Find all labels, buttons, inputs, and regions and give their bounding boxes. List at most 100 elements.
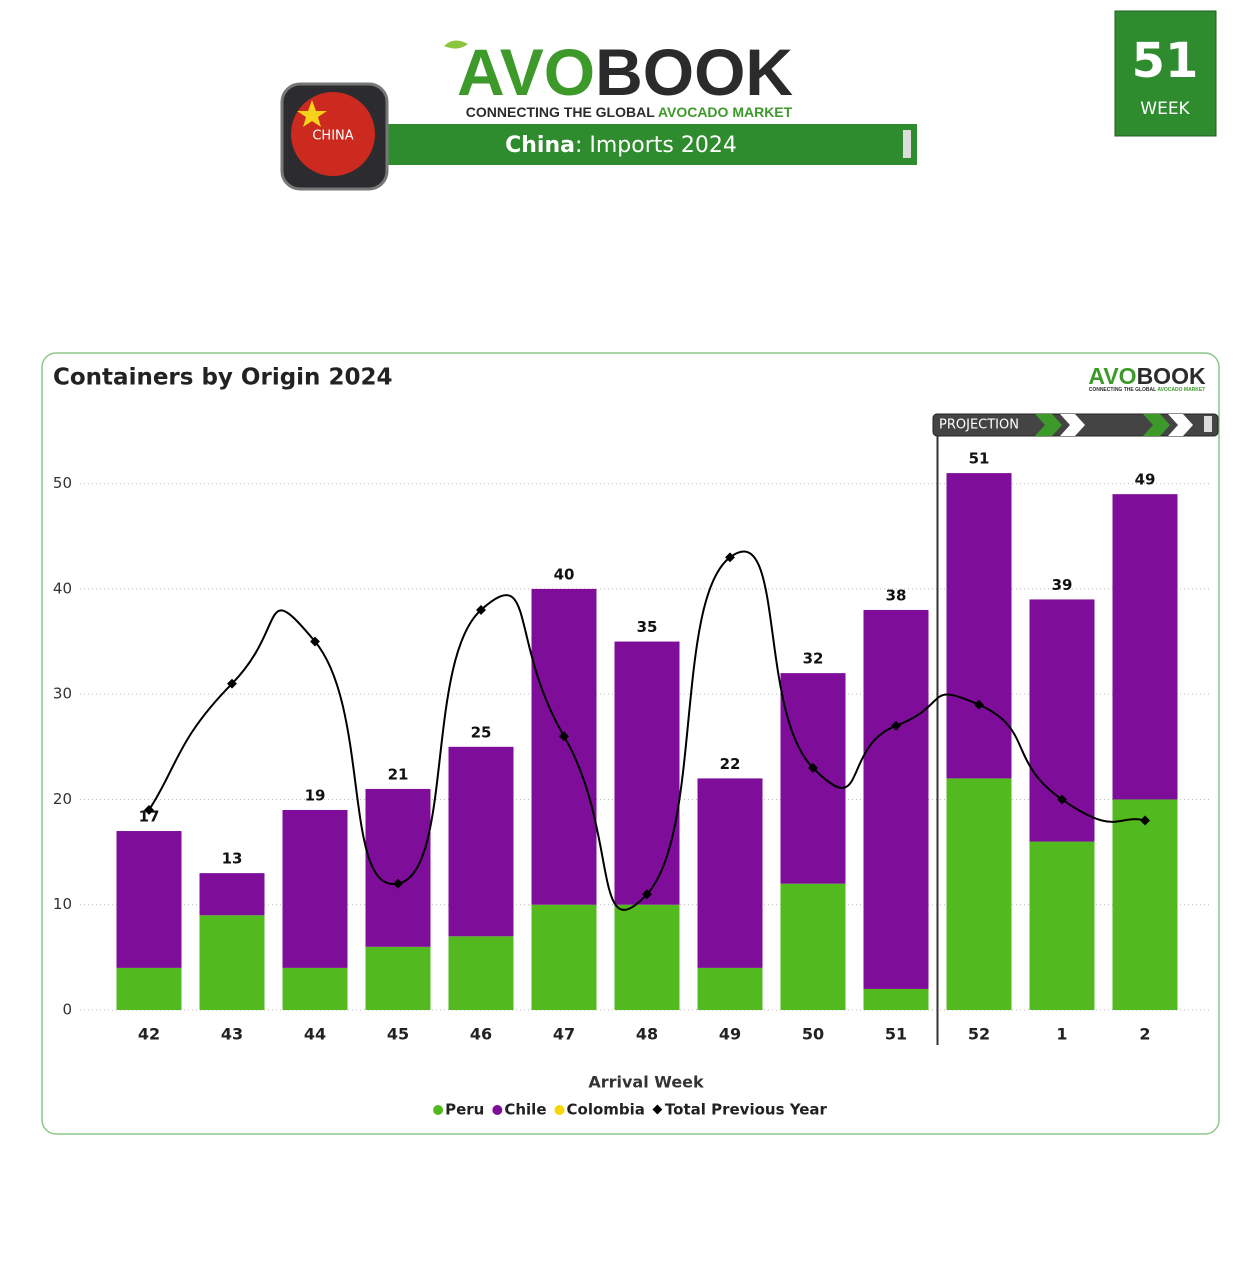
bar-segment: [199, 915, 265, 1010]
bar-segment: [531, 904, 597, 1010]
x-tick-label: 51: [885, 1025, 907, 1044]
line-marker: [891, 720, 901, 731]
bar-segment: [1112, 799, 1178, 1010]
mini-logo: AVOBOOK: [1088, 363, 1206, 389]
chart-title: Containers by Origin 2024: [53, 365, 392, 391]
mini-tagline: CONNECTING THE GLOBAL AVOCADO MARKET: [1089, 387, 1206, 393]
logo-part: BOOK: [595, 35, 793, 109]
line-marker: [725, 552, 735, 563]
x-tick-label: 52: [968, 1025, 990, 1044]
x-tick-label: 49: [719, 1025, 741, 1044]
total-label: 22: [720, 755, 741, 773]
week-box: [1114, 10, 1217, 137]
bar-segment: [697, 778, 763, 968]
line-marker: [559, 731, 569, 742]
tagline-part: AVOCADO MARKET: [658, 104, 793, 120]
logo: AVOBOOK: [457, 35, 793, 109]
x-tick-label: 42: [138, 1025, 160, 1044]
bar-segment: [116, 967, 182, 1010]
legend-marker: [554, 1105, 565, 1115]
bar-segment: [448, 936, 514, 1010]
bar-segment: [448, 746, 514, 937]
flag-star: [297, 100, 327, 127]
line-marker: [808, 762, 818, 773]
total-label: 40: [554, 565, 575, 583]
legend-item: Chile: [492, 1101, 547, 1119]
bar-segment: [780, 673, 846, 884]
week-label: WEEK: [1140, 99, 1190, 119]
tagline-part: AVOCADO MARKET: [1157, 387, 1205, 393]
legend-item: Total Previous Year: [652, 1101, 828, 1119]
bar-segment: [863, 609, 929, 989]
bar-segment: [365, 946, 431, 1010]
bar-segment: [946, 778, 1012, 1010]
legend-marker: [433, 1105, 444, 1115]
total-label: 32: [803, 650, 824, 668]
y-tick-label: 30: [53, 685, 72, 703]
projection-arrow: [1143, 414, 1170, 436]
total-label: 21: [388, 765, 409, 783]
logo-leaf: [444, 40, 468, 49]
bar-segment: [946, 473, 1012, 779]
line-marker: [310, 636, 320, 647]
y-tick-label: 50: [53, 474, 72, 492]
projection-tab: [1204, 416, 1212, 432]
y-tick-label: 0: [62, 1001, 72, 1019]
line-marker: [144, 805, 154, 815]
x-tick-label: 1: [1056, 1025, 1067, 1044]
y-tick-label: 10: [53, 895, 72, 913]
tagline: CONNECTING THE GLOBAL AVOCADO MARKET: [466, 104, 793, 120]
bar-segment: [863, 988, 929, 1010]
x-tick-label: 47: [553, 1025, 575, 1044]
x-tick-label: 44: [304, 1025, 326, 1044]
projection-arrow: [1168, 414, 1193, 436]
flag-label: CHINA: [312, 129, 353, 144]
line-marker: [227, 678, 237, 689]
y-tick-label: 40: [53, 579, 72, 597]
total-label: 19: [305, 786, 326, 804]
line-marker: [393, 878, 403, 889]
banner-tab: [903, 130, 911, 158]
legend: Peru Chile Colombia Total Previous Year: [433, 1101, 828, 1119]
x-tick-label: 48: [636, 1025, 658, 1044]
x-tick-label: 50: [802, 1025, 824, 1044]
banner-text: China: Imports 2024: [505, 133, 737, 158]
total-label: 39: [1052, 576, 1073, 594]
line-marker: [476, 605, 486, 615]
x-tick-label: 45: [387, 1025, 409, 1044]
bar-segment: [1029, 599, 1095, 842]
projection-arrow: [1060, 414, 1085, 436]
week-number: 51: [1132, 33, 1199, 89]
x-tick-label: 43: [221, 1025, 243, 1044]
bar-segment: [282, 967, 348, 1010]
legend-label: Peru: [445, 1101, 484, 1119]
line-marker: [642, 889, 652, 900]
y-tick-label: 20: [53, 790, 72, 808]
logo-part: AVO: [457, 35, 595, 109]
x-tick-label: 2: [1139, 1025, 1150, 1044]
total-label: 17: [139, 808, 160, 826]
banner-country: China: [505, 133, 575, 158]
total-label: 13: [222, 850, 243, 868]
projection-arrow: [1035, 414, 1062, 436]
bar-segment: [697, 967, 763, 1010]
logo-part: BOOK: [1137, 363, 1206, 389]
bar-segment: [199, 873, 265, 916]
bar-segment: [1112, 494, 1178, 800]
bar-segment: [282, 809, 348, 968]
legend-label: Total Previous Year: [665, 1101, 828, 1119]
bar-segment: [1029, 841, 1095, 1010]
line: [148, 550, 1146, 911]
legend-marker: [492, 1105, 503, 1115]
tagline-part: CONNECTING THE GLOBAL: [466, 104, 658, 120]
plot: 0 10 20 30 40 50 42 43 44 45 46 47 48 49 50 51 52 1 2 17 13 1…: [53, 436, 1210, 1045]
legend-marker: [652, 1104, 663, 1115]
x-axis-label: Arrival Week: [588, 1073, 704, 1092]
total-label: 38: [886, 586, 907, 604]
banner-rest: : Imports 2024: [575, 133, 737, 158]
line-marker: [974, 699, 984, 710]
legend-item: Colombia: [554, 1101, 645, 1119]
total-label: 51: [969, 450, 990, 468]
bar-segment: [116, 831, 182, 968]
total-label: 35: [637, 618, 658, 636]
